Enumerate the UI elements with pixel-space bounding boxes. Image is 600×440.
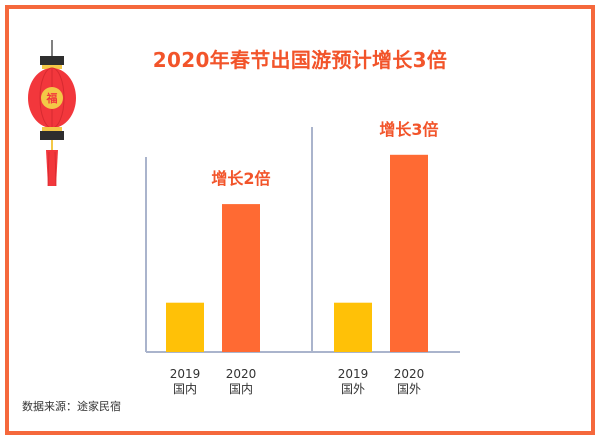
bar-2019-overseas	[334, 302, 372, 352]
card-frame	[5, 5, 595, 435]
source-note: 数据来源：途家民宿	[22, 400, 121, 413]
bar-2020-overseas	[390, 154, 428, 352]
growth-annotation: 增长2倍	[211, 169, 270, 188]
chart-title: 2020年春节出国游预计增长3倍	[152, 48, 448, 72]
lantern-glyph: 福	[46, 91, 58, 105]
lantern-emblem	[41, 87, 63, 109]
x-tick-region: 国内	[173, 382, 197, 396]
x-tick-region: 国外	[397, 382, 421, 396]
growth-annotation: 增长3倍	[379, 120, 438, 139]
lantern-cap-top	[40, 56, 64, 65]
x-tick-region: 国内	[229, 382, 253, 396]
x-tick-region: 国外	[341, 382, 365, 396]
bar-2019-domestic	[166, 302, 204, 352]
bar-2020-domestic	[222, 204, 260, 352]
x-tick-year: 2019	[338, 367, 369, 381]
x-tick-year: 2020	[226, 367, 257, 381]
lantern-icon: 福	[28, 40, 76, 187]
lantern-cap-bottom	[40, 131, 64, 140]
x-tick-year: 2019	[170, 367, 201, 381]
x-tick-year: 2020	[394, 367, 425, 381]
